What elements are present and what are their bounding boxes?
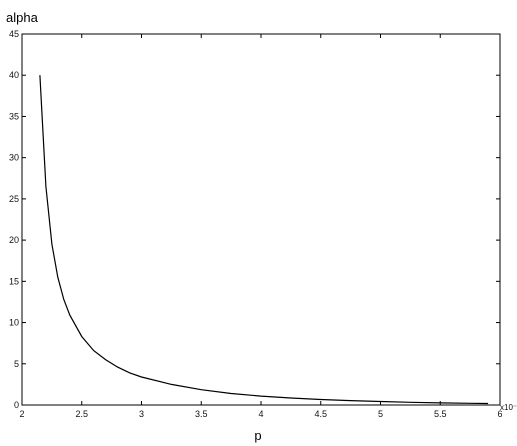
series-line — [39, 75, 489, 405]
y-tick-label: 30 — [9, 153, 19, 163]
y-tick-label: 0 — [14, 400, 19, 410]
x-axis-title: p — [254, 428, 261, 443]
x-tick-label: 2 — [19, 409, 24, 419]
y-tick-label: 35 — [9, 111, 19, 121]
x-tick-label: 5.5 — [434, 409, 447, 419]
x-tick-label: 3 — [139, 409, 144, 419]
y-tick-label: 45 — [9, 29, 19, 39]
x-tick-label: 4.5 — [314, 409, 327, 419]
y-tick-label: 15 — [9, 276, 19, 286]
x-tick-label: 6 — [497, 409, 502, 419]
y-tick-label: 10 — [9, 318, 19, 328]
y-tick-label: 5 — [14, 359, 19, 369]
y-axis-title: alpha — [6, 10, 39, 25]
x-tick-label: 2.5 — [75, 409, 88, 419]
x-tick-label: 3.5 — [195, 409, 208, 419]
y-tick-label: 25 — [9, 194, 19, 204]
plot-frame — [21, 33, 501, 406]
axis-ticks: 2 2.5 3 3.5 4 4.5 5 5.5 6 0 5 10 15 20 25 30 35 40 45 — [9, 29, 503, 419]
x-tick-label: 4 — [258, 409, 263, 419]
x-axis-exponent: x10⁻² — [500, 403, 517, 412]
x-tick-label: 5 — [378, 409, 383, 419]
y-tick-label: 40 — [9, 70, 19, 80]
y-tick-label: 20 — [9, 235, 19, 245]
